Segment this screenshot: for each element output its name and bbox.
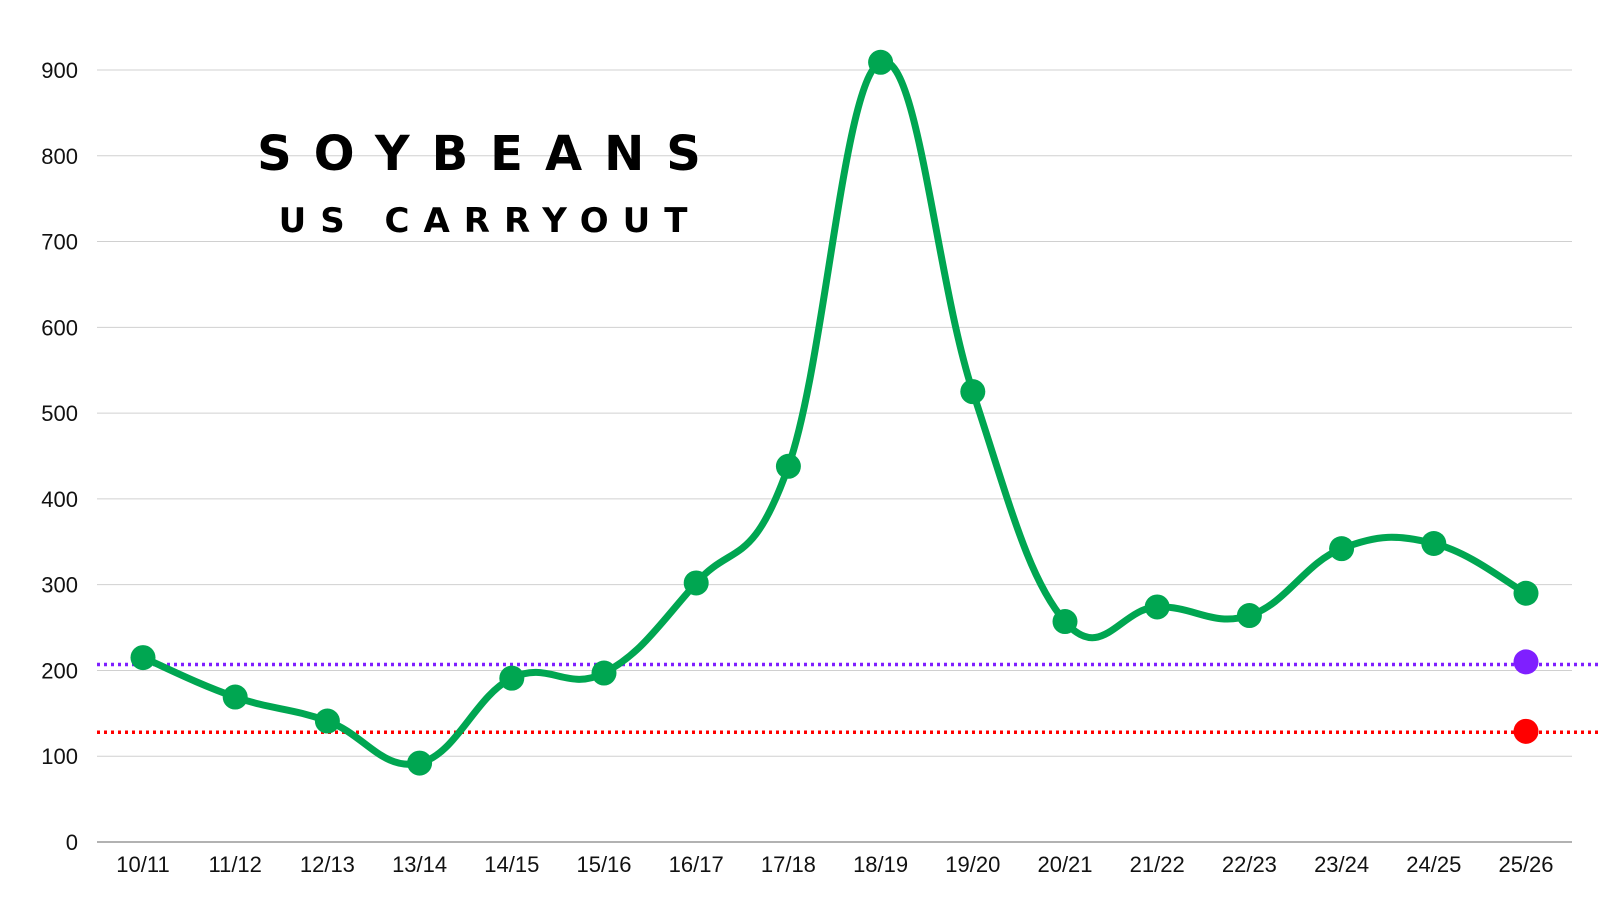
x-tick-label: 12/13 — [300, 852, 355, 877]
data-point — [1329, 536, 1355, 562]
series — [130, 49, 1539, 776]
gridlines — [97, 69, 1572, 843]
data-point — [1236, 603, 1262, 629]
data-point — [1421, 530, 1447, 556]
y-tick-label: 700 — [41, 230, 78, 255]
data-point — [407, 750, 433, 776]
y-tick-label: 500 — [41, 401, 78, 426]
data-point — [591, 660, 617, 686]
x-tick-label: 10/11 — [116, 852, 169, 877]
x-tick-label: 22/23 — [1222, 852, 1277, 877]
y-axis: 0 100 200 300 400 500 600 700 800 900 — [41, 58, 78, 855]
x-axis: 10/11 11/12 12/13 13/14 14/15 15/16 16/17 17/18… — [116, 852, 1553, 877]
highlight-points — [1513, 649, 1539, 744]
data-point — [1052, 609, 1078, 635]
highlight-point — [1513, 649, 1539, 675]
data-point — [1144, 594, 1170, 620]
data-point — [1513, 580, 1539, 606]
data-point — [868, 49, 894, 75]
y-tick-label: 800 — [41, 144, 78, 169]
x-tick-label: 11/12 — [208, 852, 261, 877]
data-point — [499, 665, 525, 691]
x-tick-label: 17/18 — [761, 852, 816, 877]
data-point — [960, 379, 986, 405]
data-point — [314, 708, 340, 734]
y-tick-label: 400 — [41, 487, 78, 512]
data-point — [683, 570, 709, 596]
y-tick-label: 100 — [41, 744, 78, 769]
data-point — [775, 453, 801, 479]
data-point — [222, 684, 248, 710]
x-tick-label: 13/14 — [392, 852, 447, 877]
x-tick-label: 14/15 — [484, 852, 539, 877]
data-point — [130, 645, 156, 671]
x-tick-label: 23/24 — [1314, 852, 1369, 877]
x-tick-label: 20/21 — [1037, 852, 1092, 877]
y-tick-label: 900 — [41, 58, 78, 83]
x-tick-label: 21/22 — [1130, 852, 1185, 877]
x-tick-label: 16/17 — [669, 852, 724, 877]
chart-subtitle: US CARRYOUT — [279, 201, 702, 241]
x-tick-label: 18/19 — [853, 852, 908, 877]
y-tick-label: 600 — [41, 315, 78, 340]
chart-title: SOYBEANS — [257, 126, 723, 182]
x-tick-label: 25/26 — [1498, 852, 1553, 877]
highlight-point — [1513, 718, 1539, 744]
x-tick-label: 24/25 — [1406, 852, 1461, 877]
y-tick-label: 0 — [66, 830, 78, 855]
x-tick-label: 15/16 — [576, 852, 631, 877]
x-tick-label: 19/20 — [945, 852, 1000, 877]
y-tick-label: 300 — [41, 573, 78, 598]
reference-lines — [97, 662, 1600, 734]
y-tick-label: 200 — [41, 658, 78, 683]
